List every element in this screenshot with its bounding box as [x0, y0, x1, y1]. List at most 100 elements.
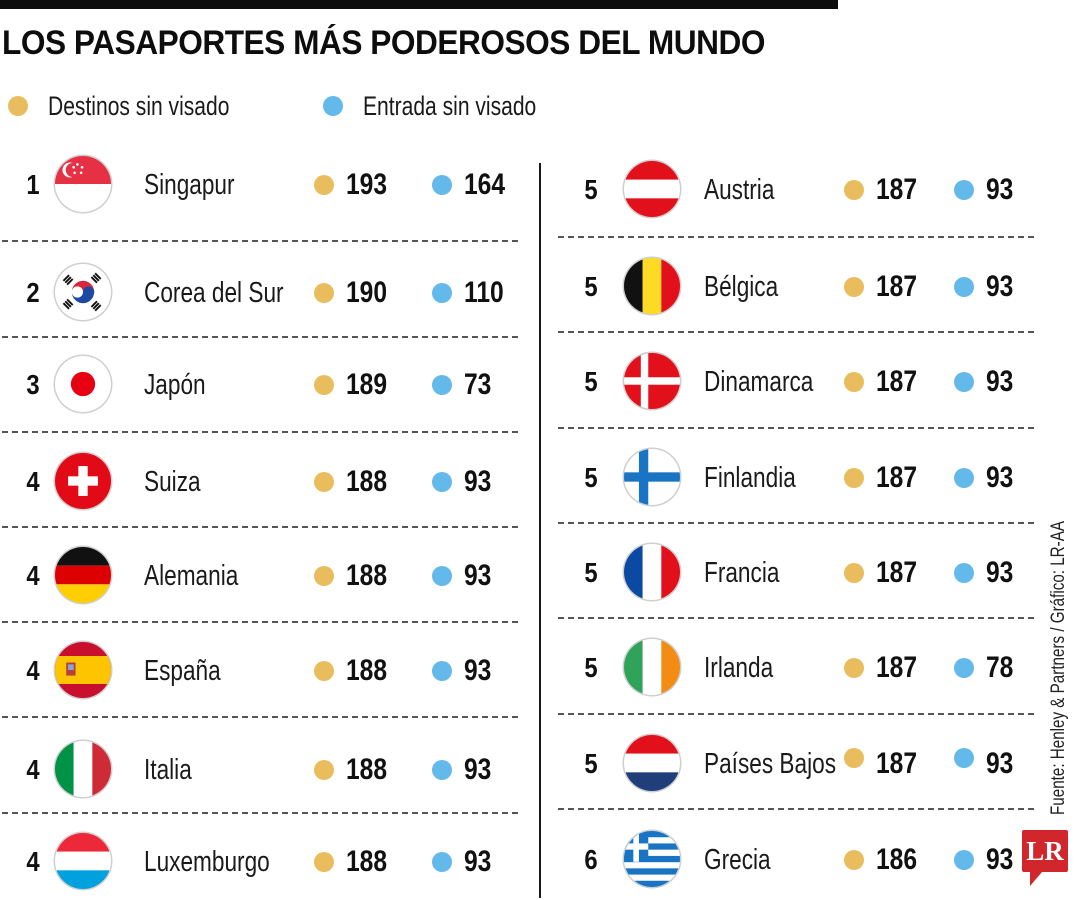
destinos-value: 190 [346, 276, 388, 309]
rank: 5 [584, 366, 598, 397]
rank: 4 [26, 466, 40, 497]
rank: 5 [584, 748, 598, 779]
source-credit: Fuente: Henley & Partners / Gráfico: LR-… [1048, 448, 1070, 815]
entrada-value: 93 [986, 365, 1014, 398]
gold-dot-icon [314, 175, 334, 195]
destinos-value: 187 [876, 556, 918, 589]
country-name: Italia [144, 754, 192, 786]
row-separator [558, 713, 1034, 715]
table-row: 4 España 188 93 [18, 641, 518, 701]
destinos-value: 188 [346, 654, 388, 687]
entrada-value: 93 [464, 845, 492, 878]
blue-dot-icon [954, 748, 974, 768]
country-name: Alemania [144, 560, 239, 592]
table-row: 5 Austria 187 93 [576, 160, 1026, 220]
entrada-value: 93 [986, 173, 1014, 206]
austria-flag-icon [624, 161, 680, 217]
entrada-value: 78 [986, 651, 1014, 684]
row-separator [2, 240, 518, 242]
south-korea-flag-icon [55, 264, 111, 320]
destinos-value: 187 [876, 747, 918, 780]
blue-dot-icon [432, 852, 452, 872]
legend-item-destinos: Destinos sin visado [8, 91, 281, 122]
blue-dot-icon [432, 175, 452, 195]
rank: 5 [584, 174, 598, 205]
country-name: Bélgica [704, 271, 779, 303]
country-name: Finlandia [704, 462, 796, 494]
row-separator [2, 336, 518, 338]
row-separator [558, 617, 1034, 619]
rank: 4 [26, 846, 40, 877]
blue-dot-icon [954, 658, 974, 678]
rank: 5 [584, 462, 598, 493]
gold-dot-icon [844, 658, 864, 678]
entrada-value: 164 [464, 168, 506, 201]
blue-dot-icon [954, 468, 974, 488]
gold-dot-icon [314, 661, 334, 681]
row-separator [2, 431, 518, 433]
table-row: 5 Países Bajos 187 93 [576, 734, 1026, 794]
gold-dot-icon [8, 96, 28, 116]
gold-dot-icon [844, 850, 864, 870]
destinos-value: 188 [346, 845, 388, 878]
country-name: Países Bajos [704, 748, 837, 780]
rank: 2 [26, 277, 40, 308]
country-name: Irlanda [704, 652, 774, 684]
table-row: 1 Singapur 193 164 [18, 155, 518, 215]
row-separator [558, 427, 1034, 429]
gold-dot-icon [314, 283, 334, 303]
row-separator [558, 236, 1034, 238]
destinos-value: 187 [876, 365, 918, 398]
destinos-value: 188 [346, 559, 388, 592]
gold-dot-icon [844, 563, 864, 583]
rank: 5 [584, 652, 598, 683]
table-row: 4 Suiza 188 93 [18, 452, 518, 512]
rank: 4 [26, 655, 40, 686]
entrada-value: 93 [464, 559, 492, 592]
netherlands-flag-icon [624, 735, 680, 791]
destinos-value: 188 [346, 753, 388, 786]
rank: 5 [584, 271, 598, 302]
row-separator [2, 621, 518, 623]
table-row: 4 Italia 188 93 [18, 740, 518, 800]
gold-dot-icon [314, 852, 334, 872]
germany-flag-icon [55, 547, 111, 603]
country-name: Dinamarca [704, 366, 814, 398]
entrada-value: 73 [464, 368, 492, 401]
table-row: 4 Luxemburgo 188 93 [18, 832, 518, 892]
france-flag-icon [624, 544, 680, 600]
legend-label: Destinos sin visado [48, 90, 230, 121]
gold-dot-icon [844, 180, 864, 200]
rank: 5 [584, 557, 598, 588]
luxembourg-flag-icon [55, 833, 111, 889]
source-text: Fuente: Henley & Partners / Gráfico: LR-… [1048, 521, 1069, 815]
destinos-value: 187 [876, 173, 918, 206]
table-row: 2 Corea del Sur 190 110 [18, 263, 518, 323]
destinos-value: 187 [876, 651, 918, 684]
destinos-value: 188 [346, 465, 388, 498]
country-name: España [144, 655, 221, 687]
destinos-value: 193 [346, 168, 388, 201]
blue-dot-icon [432, 760, 452, 780]
country-name: Suiza [144, 466, 201, 498]
blue-dot-icon [432, 661, 452, 681]
spain-flag-icon [55, 642, 111, 698]
table-row: 6 Grecia 186 93 [576, 830, 1026, 890]
row-separator [2, 812, 518, 814]
belgium-flag-icon [624, 258, 680, 314]
ireland-flag-icon [624, 639, 680, 695]
blue-dot-icon [432, 283, 452, 303]
table-row: 3 Japón 189 73 [18, 355, 518, 415]
gold-dot-icon [844, 748, 864, 768]
country-name: Francia [704, 557, 780, 589]
column-divider [539, 163, 541, 898]
row-separator [2, 716, 518, 718]
blue-dot-icon [432, 472, 452, 492]
gold-dot-icon [844, 468, 864, 488]
country-name: Singapur [144, 169, 235, 201]
entrada-value: 93 [986, 461, 1014, 494]
country-name: Grecia [704, 844, 771, 876]
row-separator [558, 808, 1034, 810]
rank: 6 [584, 844, 598, 875]
entrada-value: 93 [986, 270, 1014, 303]
